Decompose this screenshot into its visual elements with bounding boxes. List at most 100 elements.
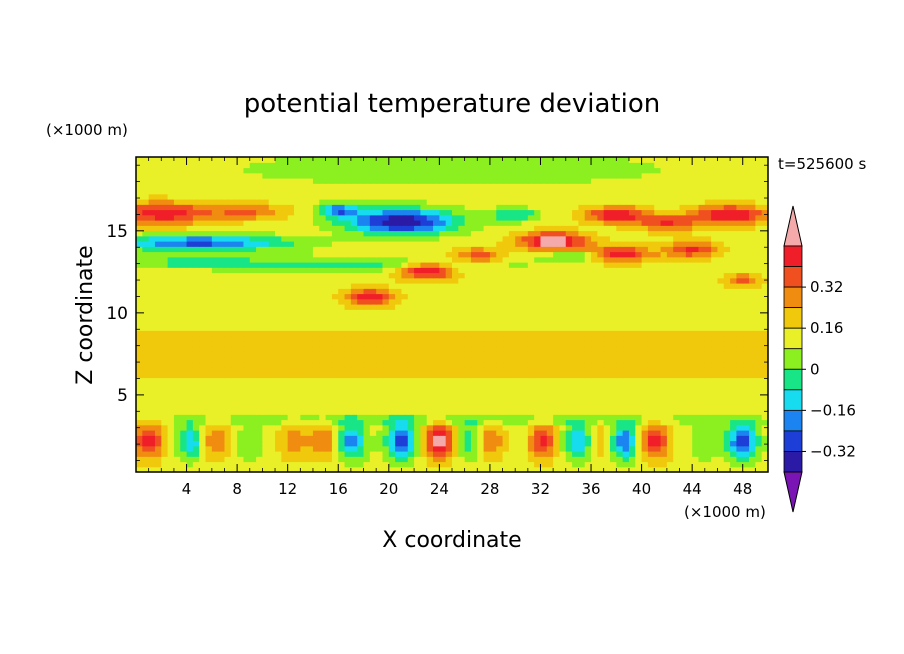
heatmap-cell [338,225,346,232]
heatmap-cell [508,451,516,457]
heatmap-cell [635,414,643,421]
heatmap-cell [749,424,756,431]
heatmap-cell [294,403,301,410]
heatmap-cell [508,319,516,326]
heatmap-cell [369,346,377,352]
heatmap-cell [692,309,700,316]
heatmap-cell [761,314,768,321]
heatmap-cell [205,451,213,457]
heatmap-cell [723,277,731,284]
heatmap-cell [350,466,358,472]
heatmap-cell [477,209,485,216]
heatmap-cell [742,314,750,321]
heatmap-cell [641,304,649,310]
heatmap-cell [622,246,630,253]
heatmap-cell [483,241,491,247]
heatmap-cell [711,246,719,253]
heatmap-cell [470,346,478,352]
heatmap-cell [730,388,737,394]
heatmap-cell [167,335,175,342]
heatmap-cell [527,340,535,347]
heatmap-cell [616,356,624,363]
heatmap-cell [540,351,548,358]
heatmap-cell [723,235,731,242]
heatmap-cell [199,456,207,463]
heatmap-cell [331,220,339,226]
heatmap-cell [249,393,257,400]
heatmap-cell [395,346,403,352]
heatmap-cell [527,398,535,405]
heatmap-cell [736,451,744,457]
heatmap-cell [622,225,630,232]
heatmap-cell [502,241,510,247]
heatmap-cell [161,377,169,384]
heatmap-cell [527,409,535,415]
heatmap-cell [376,440,384,447]
heatmap-cell [262,367,270,373]
heatmap-cell [287,241,295,247]
heatmap-cell [635,435,643,442]
heatmap-cell [268,393,276,400]
heatmap-cell [426,251,434,258]
heatmap-cell [363,325,371,331]
heatmap-cell [173,451,181,457]
heatmap-cell [414,330,421,337]
heatmap-cell [395,298,403,305]
heatmap-cell [489,272,497,279]
heatmap-cell [369,382,377,389]
heatmap-cell [755,340,763,347]
heatmap-cell [641,314,649,321]
heatmap-cell [628,382,636,389]
heatmap-cell [357,409,365,415]
heatmap-cell [685,414,693,421]
heatmap-cell [344,293,352,300]
heatmap-cell [199,409,207,415]
heatmap-cell [230,267,238,274]
heatmap-cell [654,298,662,305]
heatmap-cell [325,277,333,284]
heatmap-cell [294,272,301,279]
heatmap-cell [237,393,245,400]
heatmap-cell [173,393,181,400]
heatmap-cell [369,414,377,421]
heatmap-cell [711,456,719,463]
heatmap-cell [546,209,554,216]
heatmap-cell [717,461,725,468]
heatmap-cell [369,367,377,373]
heatmap-cell [161,325,169,331]
heatmap-cell [243,288,251,295]
heatmap-cell [357,267,365,274]
heatmap-cell [401,393,409,400]
heatmap-cell [186,288,194,295]
heatmap-cell [287,466,295,472]
heatmap-cell [350,304,358,310]
heatmap-cell [489,220,497,226]
heatmap-cell [300,356,308,363]
heatmap-cell [628,419,636,426]
heatmap-cell [369,298,377,305]
heatmap-cell [515,419,523,426]
heatmap-cell [673,283,681,289]
heatmap-cell [515,382,523,389]
heatmap-cell [344,220,352,226]
heatmap-cell [180,451,188,457]
heatmap-cell [136,209,143,216]
heatmap-cell [445,335,453,342]
heatmap-cell [426,456,434,463]
heatmap-cell [641,414,649,421]
heatmap-cell [477,377,485,384]
heatmap-cell [610,214,617,221]
heatmap-cell [584,340,592,347]
heatmap-cell [597,209,605,216]
heatmap-cell [331,251,339,258]
heatmap-cell [243,367,251,373]
heatmap-cell [161,424,169,431]
heatmap-cell [306,340,314,347]
heatmap-cell [723,267,731,274]
heatmap-cell [148,456,156,463]
heatmap-cell [287,451,295,457]
heatmap-cell [338,409,346,415]
heatmap-cell [344,403,352,410]
heatmap-cell [439,251,447,258]
heatmap-cell [180,382,188,389]
